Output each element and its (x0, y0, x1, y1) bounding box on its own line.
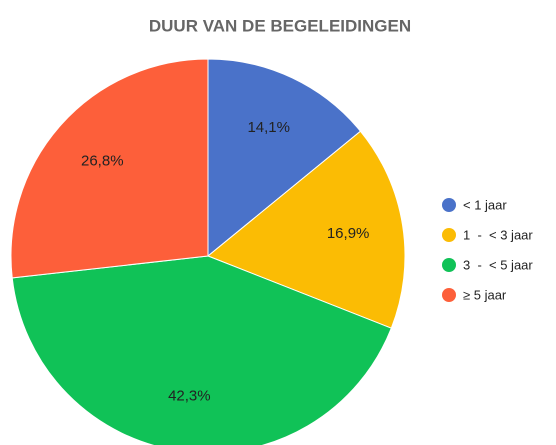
slice-label: 14,1% (247, 119, 290, 136)
legend-label: 1 - < 3 jaar (463, 227, 533, 242)
legend-label: ≥ 5 jaar (463, 287, 507, 302)
pie-slice (11, 255, 392, 445)
legend-swatch (442, 258, 456, 272)
legend-swatch (442, 228, 456, 242)
chart-title: DUUR VAN DE BEGELEIDINGEN (149, 16, 411, 35)
slice-label: 26,8% (81, 152, 124, 169)
pie-slice (207, 130, 406, 329)
pie-slice (207, 58, 362, 258)
slice-label: 16,9% (327, 225, 370, 242)
slice-label: 42,3% (168, 388, 211, 405)
legend-label: 3 - < 5 jaar (463, 257, 533, 272)
legend-swatch (442, 288, 456, 302)
legend-label: < 1 jaar (463, 197, 507, 212)
pie-slice (10, 58, 209, 279)
legend-swatch (442, 198, 456, 212)
